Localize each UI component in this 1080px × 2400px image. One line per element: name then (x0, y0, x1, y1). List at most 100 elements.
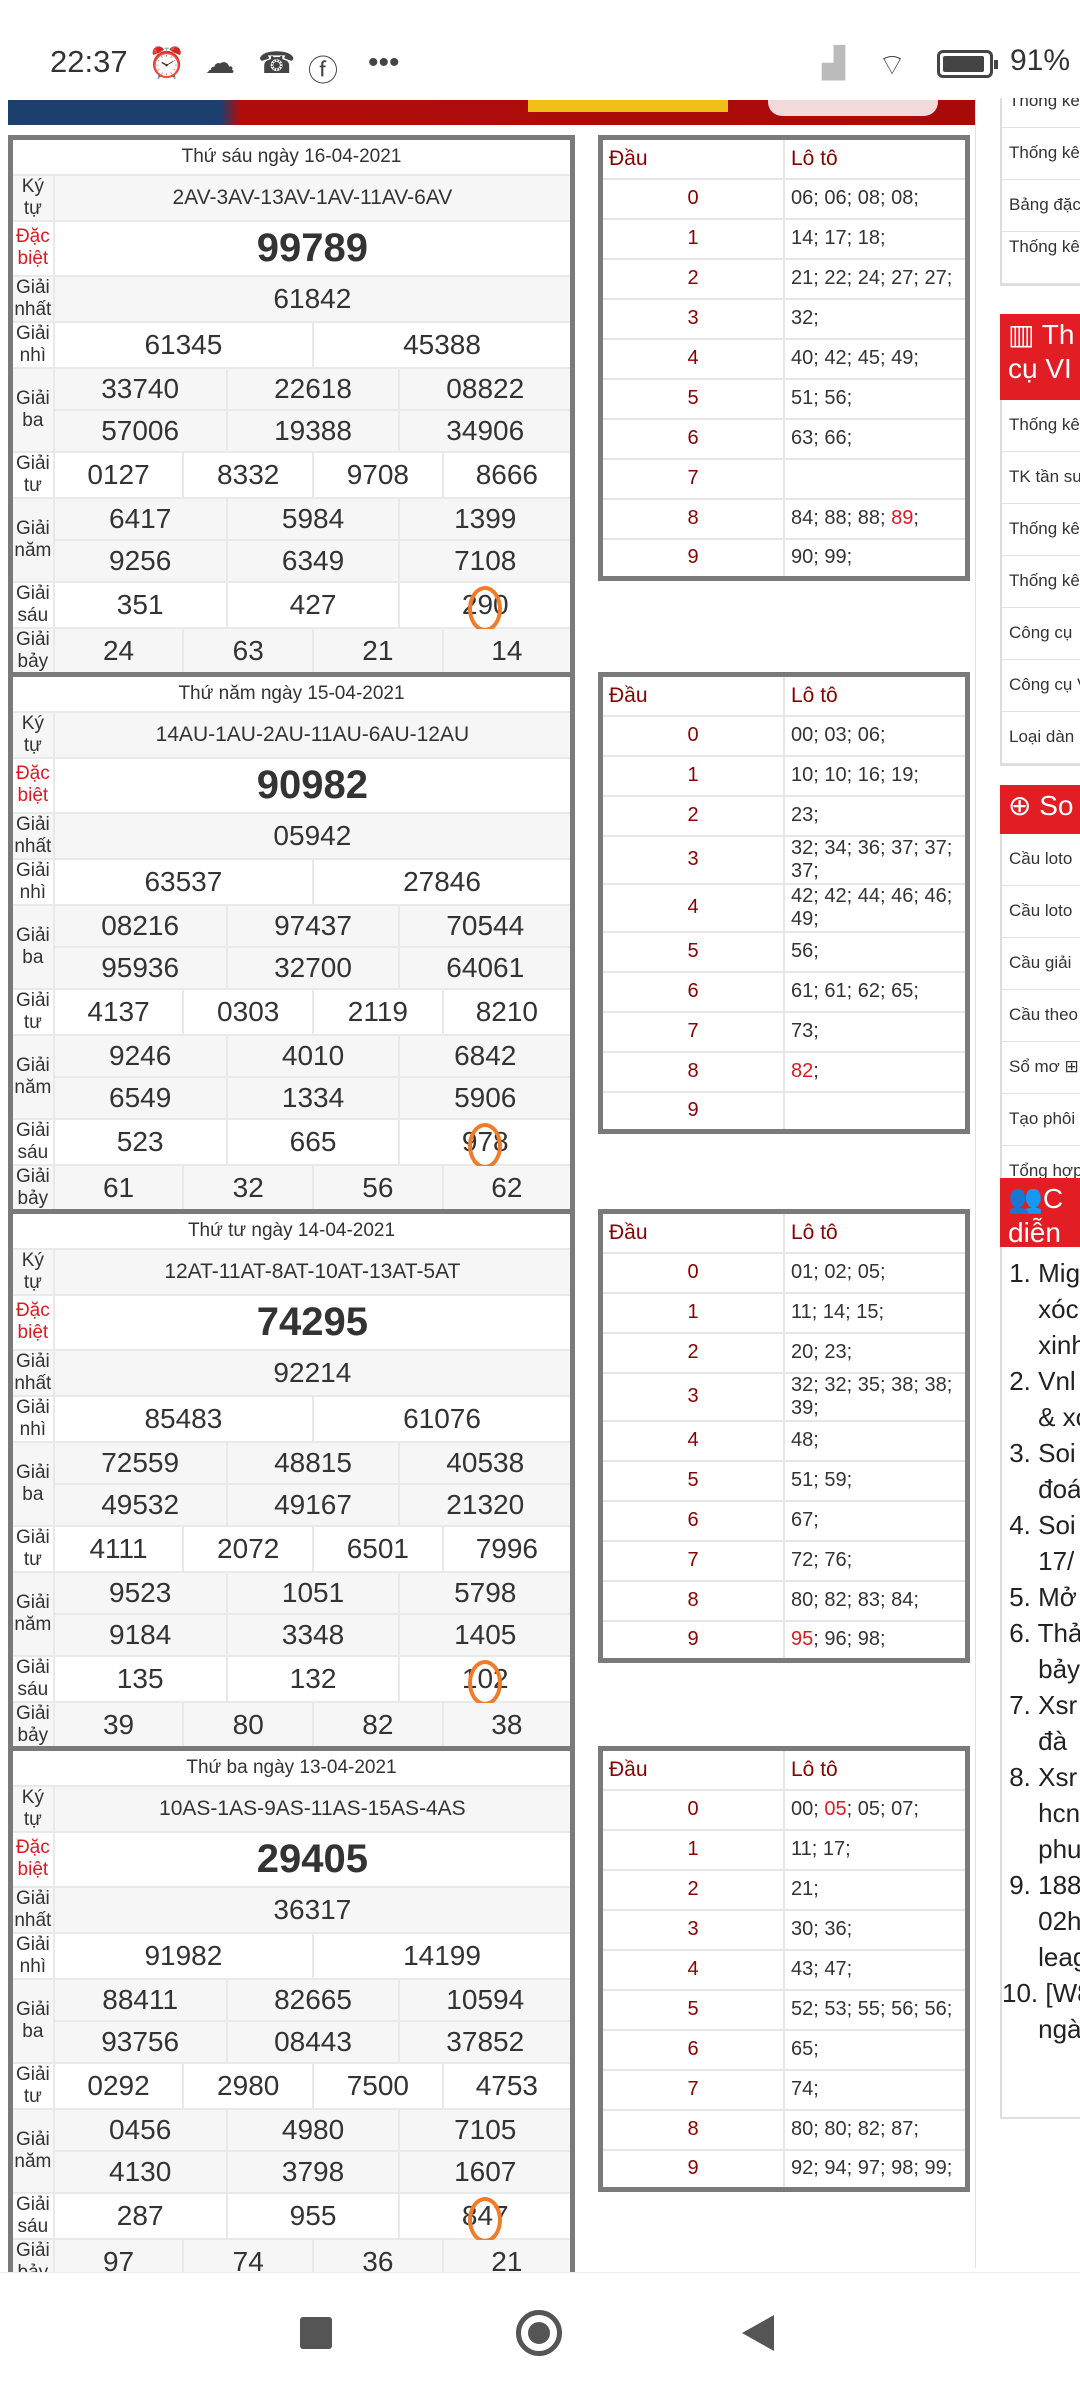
loto-head-digit: 0 (600, 715, 785, 757)
forum-list-item[interactable]: 6. Thả bảy (1009, 1618, 1080, 1684)
fifth-prize-number: 3798 (225, 2149, 401, 2194)
loto-numbers (784, 458, 968, 500)
third-prize-number: 72559 (52, 1440, 228, 1485)
loto-head-digit: 7 (600, 2069, 785, 2111)
sidebar-link[interactable]: Thống kê (1002, 400, 1080, 452)
sidebar-link[interactable]: Thống kê (1002, 128, 1080, 180)
sixth-prize-number: 287 (52, 2191, 228, 2240)
battery-percent: 91% (1010, 44, 1071, 77)
forum-list-item[interactable]: 8. Xsr hcn phu (1009, 1762, 1080, 1864)
prize-row: Giải tư 0292 2980 7500 4753 (9, 2061, 574, 2110)
sixth-prize-number: 955 (225, 2191, 401, 2240)
third-prize-number: 08216 (52, 903, 228, 948)
sidebar-forum-list: 1. Mig xóc xinh 2. Vnl & xó 3. Soi đoá 4… (1000, 1247, 1080, 2119)
prize-label: Giải tư (9, 987, 55, 1036)
loto-row: 0 00; 05; 05; 07; (600, 1789, 968, 1831)
loto-head-digit: 9 (600, 538, 785, 580)
third-prize-number: 19388 (225, 408, 401, 453)
loto-number: 55 (857, 1998, 880, 2020)
fourth-prize-number: 7996 (441, 1524, 574, 1573)
loto-header-row: Đầu Lô tô (600, 137, 968, 180)
sidebar-link[interactable]: Công cụ VIP (1002, 660, 1080, 712)
sidebar-link[interactable]: Thống kê (1002, 504, 1080, 556)
forum-list-item[interactable]: 4. Soi 17/ (1009, 1510, 1076, 1576)
third-prize-number: 95936 (52, 945, 228, 990)
loto-number: 05 (857, 1798, 880, 1820)
loto-number: 73 (791, 1020, 814, 1042)
third-prize-number: 49532 (52, 1482, 228, 1527)
signal-icon: ▟ (822, 47, 846, 80)
prize-row: Giải nhì 61345 45388 (9, 320, 574, 369)
forum-list-item[interactable]: 3. Soi đoá (1009, 1438, 1080, 1504)
forum-list-item[interactable]: 2. Vnl & xó (1009, 1366, 1080, 1432)
ad-banner[interactable] (8, 100, 975, 125)
forum-list-item[interactable]: 5. Mở (1002, 1582, 1077, 1612)
prize-label: Giải ba (9, 366, 55, 453)
sidebar-link[interactable]: Loại dàn (1002, 712, 1080, 764)
prize-row: Thứ ba ngày 13-04-2021 (9, 1747, 574, 1787)
loto-number: 67 (791, 1509, 814, 1531)
fifth-prize-number: 1405 (398, 1612, 574, 1657)
loto-header: Lô tô (784, 674, 968, 717)
forum-list-item[interactable]: 9. 188 02h leag (1009, 1870, 1080, 1972)
loto-row: 1 14; 17; 18; (600, 218, 968, 260)
back-button[interactable] (742, 2315, 774, 2351)
sidebar-link[interactable]: Công cụ (1002, 608, 1080, 660)
sidebar-link[interactable]: Sổ mơ ⊞ (1002, 1042, 1080, 1094)
home-button[interactable] (516, 2310, 562, 2356)
prize-row: Giải nhì 85483 61076 (9, 1394, 574, 1443)
loto-number: 95 (791, 1628, 814, 1651)
forum-list-item[interactable]: 7. Xsr đà (1009, 1690, 1078, 1756)
loto-row: 5 51; 59; (600, 1460, 968, 1502)
prize-label: Giải nhất (9, 811, 55, 860)
loto-numbers: 11; 14; 15; (784, 1292, 968, 1334)
forum-list-item[interactable]: 10. [W8 ngà (1002, 1978, 1080, 2044)
fifth-prize-number: 1399 (398, 496, 574, 541)
seventh-prize-number: 62 (441, 1163, 574, 1213)
recents-button[interactable] (300, 2317, 332, 2349)
sidebar-link[interactable]: Cầu theo (1002, 990, 1080, 1042)
sidebar-link[interactable]: Bảng đặc (1002, 180, 1080, 232)
loto-number: 42 (791, 884, 814, 907)
prize-row: Đặc biệt 90982 (9, 756, 574, 814)
loto-numbers: 74; (784, 2069, 968, 2111)
loto-numbers: 10; 10; 16; 19; (784, 755, 968, 797)
loto-number: 30 (791, 1918, 814, 1940)
loto-row: 7 74; (600, 2069, 968, 2111)
loto-number: 23 (824, 1341, 847, 1363)
loto-row: 7 (600, 458, 968, 500)
loto-number: 14 (822, 1301, 846, 1323)
fifth-prize-number: 5906 (398, 1075, 574, 1120)
loto-number: 82 (791, 1060, 814, 1082)
loto-numbers: 43; 47; (784, 1949, 968, 1991)
first-prize-number: 61842 (52, 274, 574, 323)
sidebar-link[interactable]: Cầu loto (1002, 834, 1080, 886)
loto-row: 5 52; 53; 55; 56; 56; (600, 1989, 968, 2031)
fifth-prize-number: 6349 (225, 538, 401, 583)
seventh-prize-number: 61 (52, 1163, 185, 1213)
loto-number: 39 (791, 1396, 814, 1419)
loto-number: 65 (891, 980, 914, 1002)
sidebar-link[interactable]: TK tần su (1002, 452, 1080, 504)
forum-list-item[interactable]: 1. Mig xóc xinh (1009, 1258, 1080, 1360)
loto-head-digit: 0 (600, 1252, 785, 1294)
prize-table: Thứ năm ngày 15-04-2021 Ký tự 14AU-1AU-2AU… (8, 672, 575, 1215)
loto-number: 87 (891, 2118, 914, 2140)
sidebar-link[interactable]: Tạo phôi (1002, 1094, 1080, 1146)
loto-number: 17 (822, 1838, 846, 1860)
sidebar-link[interactable]: Thống kê (1002, 98, 1080, 128)
sidebar-link[interactable]: Cầu loto (1002, 886, 1080, 938)
prize-label: Đặc biệt (9, 756, 55, 814)
draw-block: Thứ năm ngày 15-04-2021 Ký tự 14AU-1AU-2AU… (0, 672, 975, 1215)
sidebar-link[interactable]: Thống kê theo Đặc (1002, 232, 1080, 284)
sidebar-link[interactable]: Thống kê (1002, 556, 1080, 608)
sidebar-link[interactable]: Cầu giải (1002, 938, 1080, 990)
prize-row: Thứ năm ngày 15-04-2021 (9, 673, 574, 713)
prize-label: Giải tư (9, 2061, 55, 2110)
second-prize-number: 85483 (52, 1394, 315, 1443)
fifth-prize-number: 7105 (398, 2107, 574, 2152)
loto-head-digit: 8 (600, 498, 785, 540)
cloud-icon: ☁ (205, 47, 235, 80)
loto-number: 37 (791, 859, 814, 882)
